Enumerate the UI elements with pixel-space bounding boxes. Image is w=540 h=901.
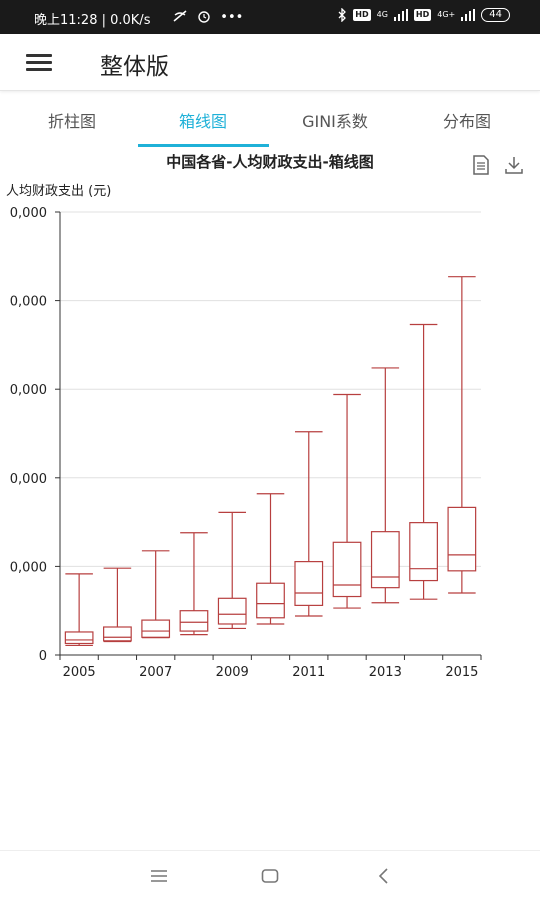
box-2011 — [294, 431, 324, 617]
network-type: 4G — [376, 10, 388, 19]
more-dots-icon: ••• — [220, 10, 244, 25]
iqr-box — [332, 541, 362, 598]
tab-bar: 折柱图 箱线图 GINI系数 分布图 — [0, 91, 540, 149]
tab-indicator — [138, 144, 269, 147]
boxes — [64, 276, 477, 647]
alarm-icon — [198, 11, 210, 23]
iqr-box — [409, 522, 438, 582]
status-bar: 晚上11:28 | 0.0K/s ••• HD 4G HD 4G+ 44 — [0, 0, 540, 34]
iqr-box — [217, 597, 247, 625]
status-icons-right: HD 4G HD 4G+ 44 — [337, 8, 510, 22]
axes — [55, 211, 482, 660]
battery-icon: 44 — [481, 8, 510, 22]
iqr-box — [256, 582, 285, 619]
y-tick-label: 0,000 — [10, 383, 47, 398]
y-tick-label: 0 — [39, 649, 47, 664]
x-tick-label: 2009 — [216, 665, 249, 680]
signal-icon-2 — [461, 9, 476, 21]
box-2009 — [217, 511, 247, 630]
tab-line-bar[interactable]: 折柱图 — [47, 112, 96, 131]
x-tick-label: 2013 — [369, 665, 402, 680]
system-nav-bar — [0, 850, 540, 901]
y-axis-label: 人均财政支出 (元) — [6, 184, 112, 199]
box-2007 — [141, 550, 171, 639]
iqr-box — [294, 561, 324, 606]
signal-icon — [393, 9, 408, 21]
iqr-box — [141, 619, 171, 638]
y-tick-label: 0,000 — [10, 295, 47, 310]
hd-badge: HD — [353, 9, 371, 21]
y-tick-label: 0,000 — [10, 206, 47, 221]
x-tick-label: 2005 — [63, 665, 96, 680]
download-icon[interactable] — [503, 154, 525, 176]
boxplot-chart: 0 0,000 0,000 0,000 0,000 0,000 2005 2007 2009 20… — [10, 206, 482, 680]
network-type-2: 4G+ — [437, 10, 456, 19]
box-2015 — [447, 276, 477, 594]
x-tick-label: 2015 — [445, 665, 478, 680]
box-2012 — [332, 393, 362, 609]
back-icon[interactable] — [373, 865, 395, 887]
iqr-box — [447, 506, 477, 572]
bluetooth-icon — [338, 8, 347, 22]
home-icon[interactable] — [259, 865, 281, 887]
iqr-box — [370, 531, 400, 589]
iqr-box — [64, 631, 94, 645]
recent-apps-icon[interactable] — [148, 865, 170, 887]
app-bar: 整体版 — [0, 34, 540, 91]
box-2008 — [179, 532, 209, 636]
data-view-icon[interactable] — [470, 154, 492, 176]
box-2005 — [64, 573, 94, 647]
page-title: 整体版 — [100, 54, 169, 80]
iqr-box — [179, 610, 209, 632]
menu-icon[interactable] — [26, 52, 52, 72]
y-tick-label: 0,000 — [10, 560, 47, 575]
x-tick-label: 2007 — [139, 665, 172, 680]
iqr-box — [103, 626, 132, 642]
box-2006 — [103, 567, 132, 643]
hd-badge-2: HD — [413, 9, 432, 21]
y-tick-label: 0,000 — [10, 472, 47, 487]
tab-boxplot[interactable]: 箱线图 — [178, 112, 227, 131]
box-2010 — [256, 493, 285, 625]
tab-distribution[interactable]: 分布图 — [442, 112, 491, 131]
box-2014 — [409, 323, 438, 600]
status-time: 晚上11:28 | 0.0K/s — [34, 13, 151, 28]
box-2013 — [370, 367, 400, 604]
tick-labels: 0 0,000 0,000 0,000 0,000 0,000 2005 2007 2009 20… — [10, 206, 479, 680]
status-icons-left: ••• — [172, 9, 243, 25]
x-tick-label: 2011 — [292, 665, 325, 680]
chart-title: 中国各省-人均财政支出-箱线图 — [166, 153, 374, 171]
tab-gini[interactable]: GINI系数 — [302, 112, 368, 131]
no-signal-icon — [173, 10, 187, 22]
